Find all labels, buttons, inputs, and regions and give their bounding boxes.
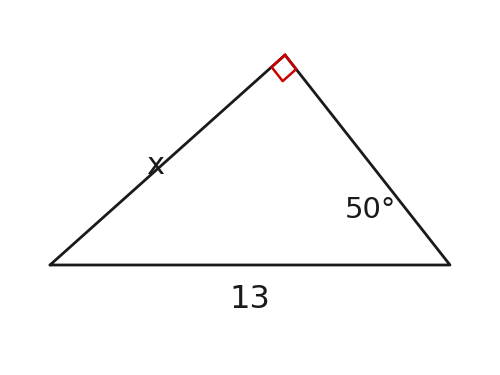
Text: 50°: 50° [344,196,396,224]
Text: x: x [146,150,164,180]
Text: 13: 13 [230,285,270,315]
